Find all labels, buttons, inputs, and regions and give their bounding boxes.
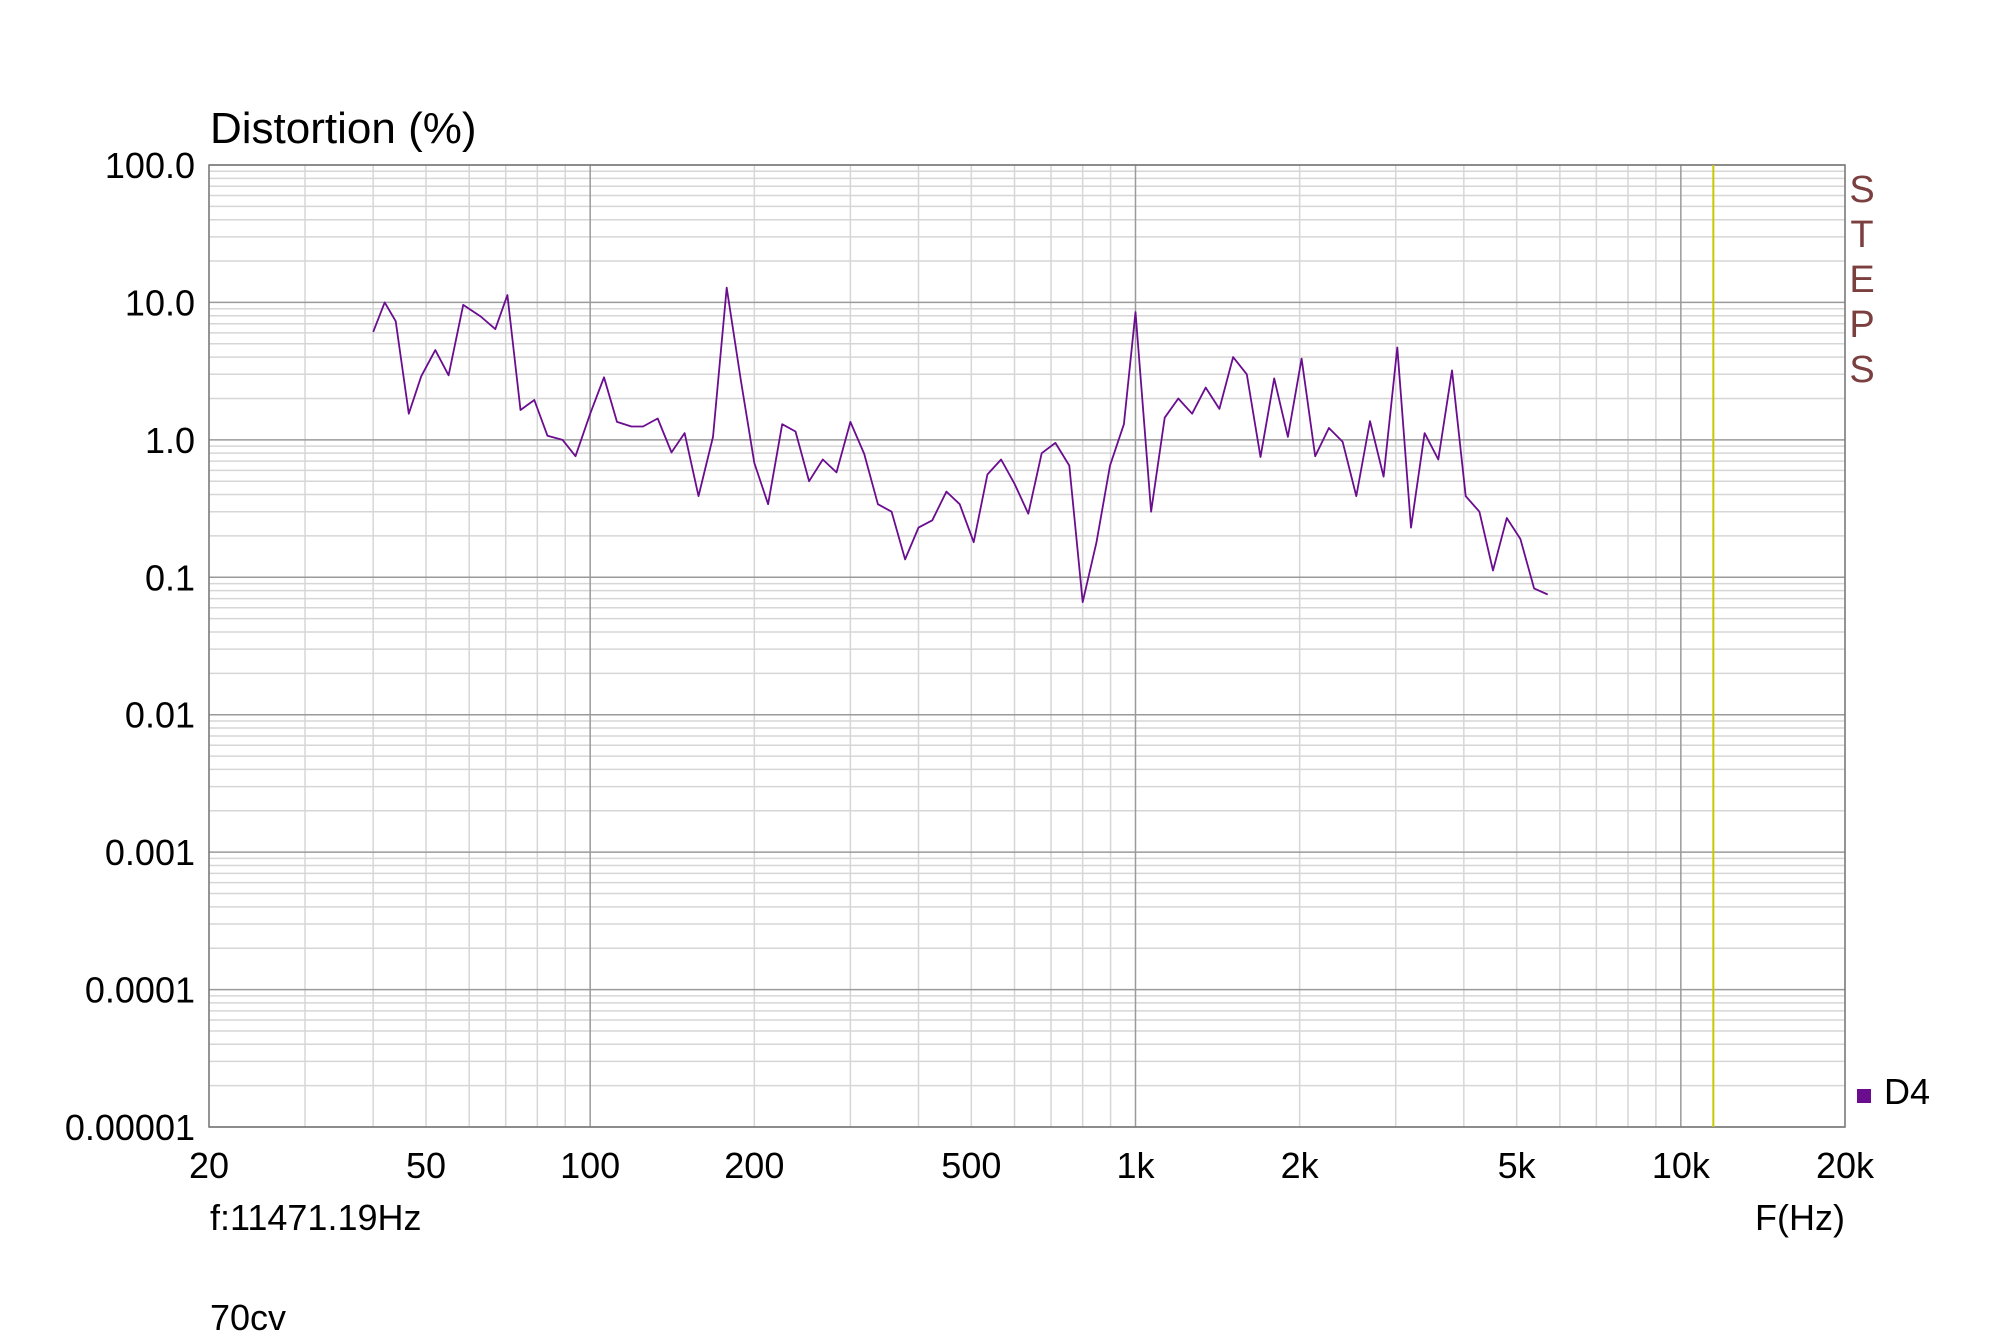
y-tick-label: 100.0 bbox=[105, 145, 195, 186]
y-tick-label: 0.1 bbox=[145, 557, 195, 598]
y-tick-label: 0.00001 bbox=[65, 1107, 195, 1148]
x-tick-label: 10k bbox=[1652, 1145, 1711, 1186]
side-label-letter: T bbox=[1850, 214, 1873, 256]
side-label-letter: S bbox=[1849, 349, 1874, 391]
chart-title: Distortion (%) bbox=[210, 104, 477, 153]
side-label-letter: S bbox=[1849, 169, 1874, 211]
y-tick-label: 0.01 bbox=[125, 695, 195, 736]
y-tick-label: 0.0001 bbox=[85, 970, 195, 1011]
x-tick-label: 1k bbox=[1116, 1145, 1155, 1186]
side-label-letter: E bbox=[1849, 259, 1874, 301]
x-tick-label: 100 bbox=[560, 1145, 620, 1186]
x-tick-label: 20 bbox=[189, 1145, 229, 1186]
y-axis-tick-labels: 100.0 10.0 1.0 0.1 0.01 0.001 0.0001 0.00001 bbox=[65, 145, 195, 1148]
legend-label: D4 bbox=[1884, 1071, 1930, 1112]
y-tick-label: 0.001 bbox=[105, 832, 195, 873]
x-tick-label: 50 bbox=[406, 1145, 446, 1186]
side-label-letter: P bbox=[1849, 304, 1874, 346]
minor-grid bbox=[208, 165, 1846, 1127]
footer-label: 70cv bbox=[210, 1297, 286, 1331]
x-tick-label: 2k bbox=[1281, 1145, 1320, 1186]
x-axis-tick-labels: 20 50 100 200 500 1k 2k 5k 10k 20k bbox=[189, 1145, 1875, 1186]
x-tick-label: 200 bbox=[724, 1145, 784, 1186]
x-axis-label: F(Hz) bbox=[1755, 1197, 1845, 1238]
x-tick-label: 5k bbox=[1498, 1145, 1537, 1186]
x-tick-label: 20k bbox=[1816, 1145, 1875, 1186]
y-tick-label: 1.0 bbox=[145, 420, 195, 461]
series-line-d4 bbox=[372, 286, 1549, 603]
y-tick-label: 10.0 bbox=[125, 282, 195, 323]
cursor-frequency-readout: f:11471.19Hz bbox=[210, 1197, 421, 1238]
legend-swatch bbox=[1857, 1089, 1871, 1103]
series-layer bbox=[372, 286, 1549, 603]
plot-frame bbox=[208, 164, 1846, 1128]
x-tick-label: 500 bbox=[941, 1145, 1001, 1186]
legend: D4 bbox=[1857, 1071, 1930, 1112]
